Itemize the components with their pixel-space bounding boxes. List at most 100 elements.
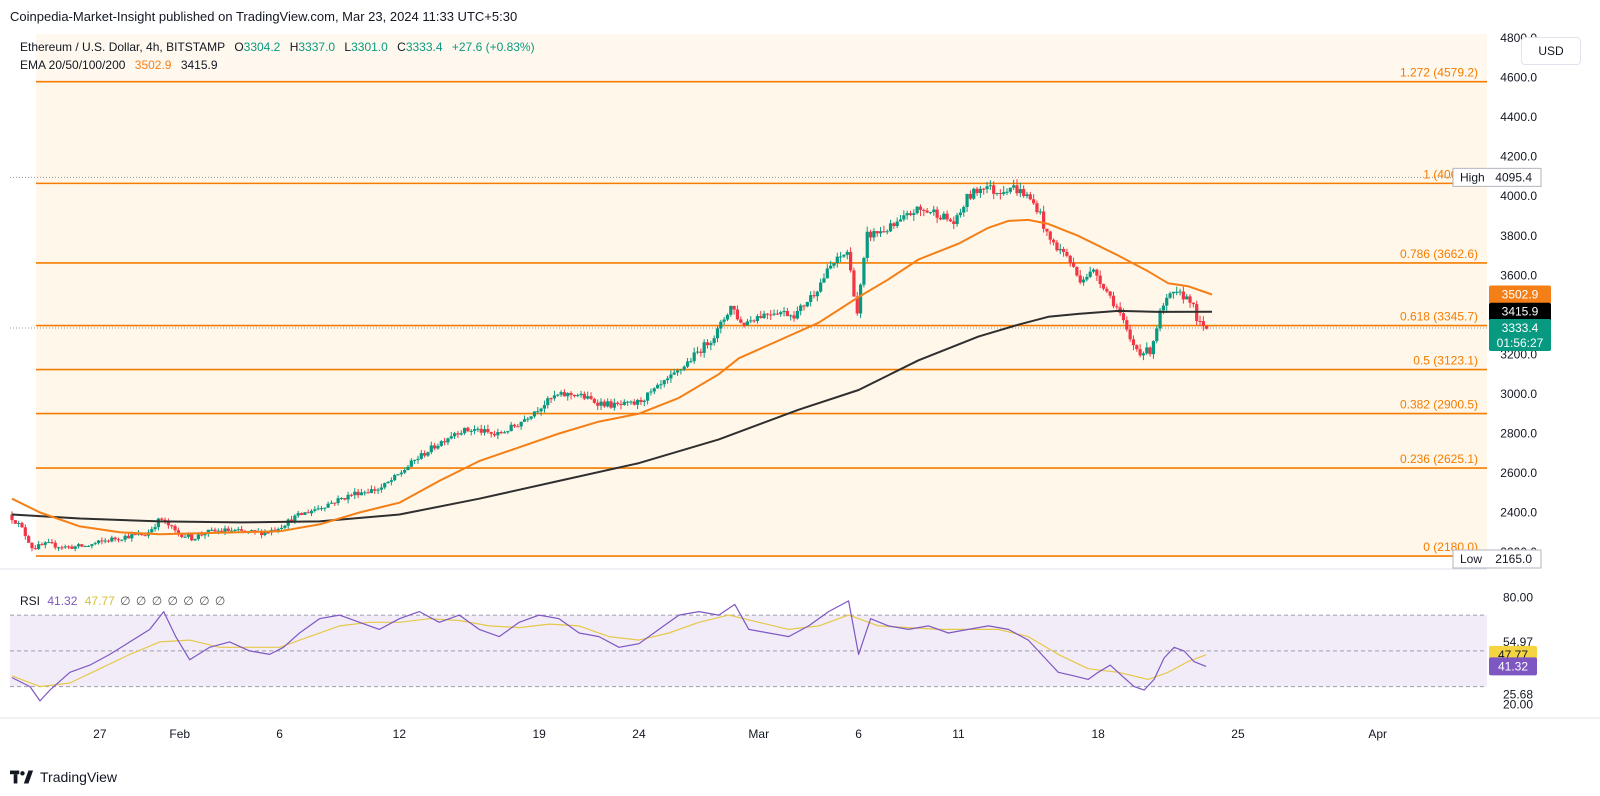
candle: [403, 470, 407, 473]
candle: [409, 460, 413, 467]
na-value: ∅: [214, 594, 226, 608]
candle: [636, 400, 640, 405]
candle: [336, 498, 340, 504]
candle: [755, 316, 760, 322]
candle: [1078, 275, 1082, 283]
candle: [1148, 347, 1152, 355]
candle: [862, 257, 866, 285]
symbol-title: Ethereum / U.S. Dollar, 4h, BITSTAMP: [20, 40, 225, 54]
candle: [133, 534, 137, 536]
x-tick-label: Apr: [1368, 727, 1387, 741]
candle: [905, 213, 909, 216]
fib-label: 0.5 (3123.1): [1413, 354, 1478, 368]
candle: [775, 313, 779, 315]
candle: [56, 547, 61, 549]
ema-legend: EMA 20/50/100/200 3502.9 3415.9: [20, 58, 218, 72]
candle: [695, 351, 700, 353]
candle: [962, 207, 966, 213]
candle: [1188, 296, 1192, 303]
candle: [522, 419, 527, 422]
candle: [396, 474, 400, 476]
candle: [602, 401, 606, 407]
x-tick-label: 6: [276, 727, 283, 741]
y-tick-label: 3800.0: [1500, 229, 1537, 243]
candle: [872, 231, 876, 238]
candle: [143, 535, 147, 537]
candle: [898, 219, 903, 222]
candle: [586, 396, 590, 399]
candle: [948, 219, 953, 222]
candle: [1161, 305, 1166, 311]
candle: [546, 398, 550, 406]
candle: [815, 291, 819, 297]
candle: [40, 544, 44, 546]
y-tick-label: 2800.0: [1500, 426, 1537, 440]
candle: [809, 295, 813, 302]
footer-brand[interactable]: TradingView: [10, 769, 117, 785]
candle: [672, 372, 676, 375]
x-tick-label: 24: [632, 727, 646, 741]
tradingview-logo-icon: [10, 770, 34, 784]
candle: [526, 418, 530, 420]
candle: [612, 402, 616, 408]
candle: [779, 312, 783, 315]
candle: [902, 215, 906, 220]
candle: [782, 310, 786, 313]
candle: [486, 429, 490, 433]
candle: [449, 436, 453, 439]
candle: [319, 508, 324, 510]
candle: [952, 221, 956, 225]
candle: [968, 193, 973, 199]
candle: [1002, 192, 1006, 195]
open-label: O: [234, 40, 244, 54]
candle: [805, 301, 809, 307]
fib-label: 0.618 (3345.7): [1400, 310, 1478, 324]
candle: [509, 424, 513, 432]
candle: [33, 548, 37, 550]
candle: [892, 223, 896, 227]
candle: [888, 223, 893, 232]
candle: [1105, 288, 1109, 292]
candle: [912, 213, 916, 215]
candle: [1042, 211, 1046, 229]
candle: [542, 405, 547, 409]
candle: [313, 509, 317, 511]
candle: [1085, 276, 1089, 280]
candle: [705, 342, 710, 346]
candle: [379, 487, 383, 490]
candle: [622, 401, 626, 405]
candle: [572, 394, 576, 397]
close-value: 3333.4: [405, 40, 443, 54]
candle: [439, 441, 443, 446]
na-value: ∅: [151, 594, 163, 608]
candle: [1025, 194, 1029, 197]
candle: [193, 538, 197, 541]
ema-label: EMA 20/50/100/200: [20, 58, 126, 72]
candle: [406, 466, 410, 471]
currency-button[interactable]: USD: [1521, 37, 1581, 65]
high-label: H: [289, 40, 299, 54]
candle: [922, 209, 926, 211]
candle: [669, 374, 673, 379]
candle: [802, 305, 806, 307]
candle: [729, 306, 733, 315]
candle: [30, 542, 34, 549]
candle: [825, 268, 829, 279]
candle: [1055, 242, 1059, 251]
candle: [266, 532, 270, 534]
candle: [799, 305, 803, 311]
candle: [982, 188, 986, 190]
price-badge: [1489, 319, 1551, 352]
candle: [895, 221, 899, 227]
candle: [998, 193, 1002, 195]
candle: [120, 539, 124, 541]
candle: [955, 215, 959, 225]
candle: [1201, 321, 1205, 326]
candle: [576, 395, 580, 397]
marker-value: 2165.0: [1495, 552, 1532, 566]
candle: [1151, 341, 1156, 355]
candle: [303, 512, 307, 515]
candle: [496, 432, 500, 436]
candle: [1058, 248, 1062, 251]
